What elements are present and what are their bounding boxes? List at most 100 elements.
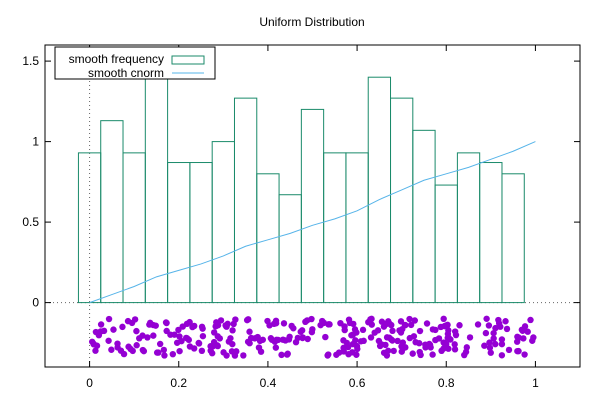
sample-point <box>492 324 499 332</box>
sample-point <box>411 317 419 324</box>
sample-point <box>133 327 140 335</box>
sample-point <box>229 340 236 348</box>
sample-point <box>368 321 375 328</box>
sample-point <box>345 351 352 358</box>
sample-point <box>139 346 147 354</box>
histogram-bar <box>479 162 503 304</box>
sample-point <box>497 323 504 330</box>
sample-point <box>272 320 280 327</box>
sample-point <box>210 329 218 336</box>
sample-point <box>390 347 397 355</box>
histogram-bar <box>100 120 124 304</box>
histogram-bar <box>345 152 369 304</box>
sample-point <box>257 348 265 355</box>
sample-point <box>406 315 413 323</box>
legend: smooth frequency smooth cnorm <box>54 46 216 80</box>
sample-point <box>440 315 447 322</box>
sample-point <box>333 351 340 358</box>
sample-point <box>503 325 511 333</box>
sample-point <box>198 323 206 331</box>
sample-point <box>371 329 378 336</box>
sample-point <box>175 326 182 334</box>
sample-point <box>402 344 409 351</box>
histogram-bars <box>77 76 525 304</box>
histogram-bar <box>501 173 525 304</box>
legend-swatch-frequency <box>171 55 205 65</box>
sample-point <box>246 328 253 335</box>
sample-point <box>514 333 521 340</box>
sample-point <box>209 350 216 357</box>
sample-point <box>353 351 360 358</box>
cnorm-line <box>89 141 536 304</box>
sample-point <box>524 328 531 335</box>
sample-point <box>274 336 282 344</box>
sample-point <box>490 335 497 342</box>
sample-point <box>150 332 157 339</box>
sample-point <box>529 337 536 344</box>
sample-point <box>97 321 105 328</box>
sample-point <box>340 337 347 344</box>
sample-point <box>486 344 494 351</box>
sample-point <box>283 351 291 358</box>
histogram-bar <box>390 97 414 304</box>
sample-point <box>133 342 140 349</box>
sample-point <box>399 339 407 346</box>
sample-point <box>108 346 115 353</box>
histogram-bar <box>256 173 280 304</box>
sample-point <box>183 320 191 328</box>
x-tick-label: 0.4 <box>260 376 277 390</box>
histogram-bar <box>434 184 458 304</box>
x-tick-label: 0.8 <box>438 376 455 390</box>
sample-point <box>229 327 236 334</box>
sample-point <box>359 326 367 334</box>
sample-point <box>294 334 302 342</box>
sample-point <box>199 332 207 340</box>
sample-point <box>389 327 396 335</box>
sample-point <box>367 316 374 323</box>
sample-point <box>452 331 460 339</box>
sample-point <box>466 334 474 341</box>
sample-point <box>227 335 234 342</box>
sample-point <box>406 334 414 342</box>
sample-point <box>490 329 497 337</box>
sample-point <box>220 349 227 356</box>
sample-point <box>161 352 168 359</box>
sample-point <box>156 340 164 348</box>
sample-point <box>232 316 239 323</box>
x-tick-label: 0.6 <box>349 376 366 390</box>
sample-point <box>213 319 220 326</box>
histogram-bar <box>189 162 213 304</box>
zero-axes <box>45 45 580 367</box>
sample-point <box>153 349 161 356</box>
sample-point <box>299 334 306 341</box>
sample-point <box>416 327 424 335</box>
histogram-bar <box>412 129 436 304</box>
histogram-bar <box>211 141 235 304</box>
sample-point <box>282 337 289 344</box>
sample-point <box>92 347 99 354</box>
x-tick-label: 0.2 <box>170 376 187 390</box>
sample-point <box>409 350 416 357</box>
sample-point <box>354 345 361 353</box>
sample-point <box>214 342 221 350</box>
histogram-bar <box>144 76 169 304</box>
sample-point <box>119 323 126 331</box>
sample-point <box>527 316 534 324</box>
sample-point <box>243 316 251 324</box>
sample-point <box>90 341 97 348</box>
sample-point <box>502 318 509 325</box>
sample-point <box>240 352 247 359</box>
sample-point <box>233 348 240 355</box>
sample-point <box>474 321 482 328</box>
sample-point <box>482 329 490 337</box>
sample-point <box>429 351 436 358</box>
sample-point <box>266 322 273 329</box>
y-tick-label: 0.5 <box>22 215 39 229</box>
sample-point <box>423 320 431 327</box>
histogram-bar <box>278 194 302 304</box>
sample-point <box>127 345 134 353</box>
histogram-bar <box>233 97 258 304</box>
sample-point <box>297 328 304 335</box>
sample-point <box>326 321 333 328</box>
